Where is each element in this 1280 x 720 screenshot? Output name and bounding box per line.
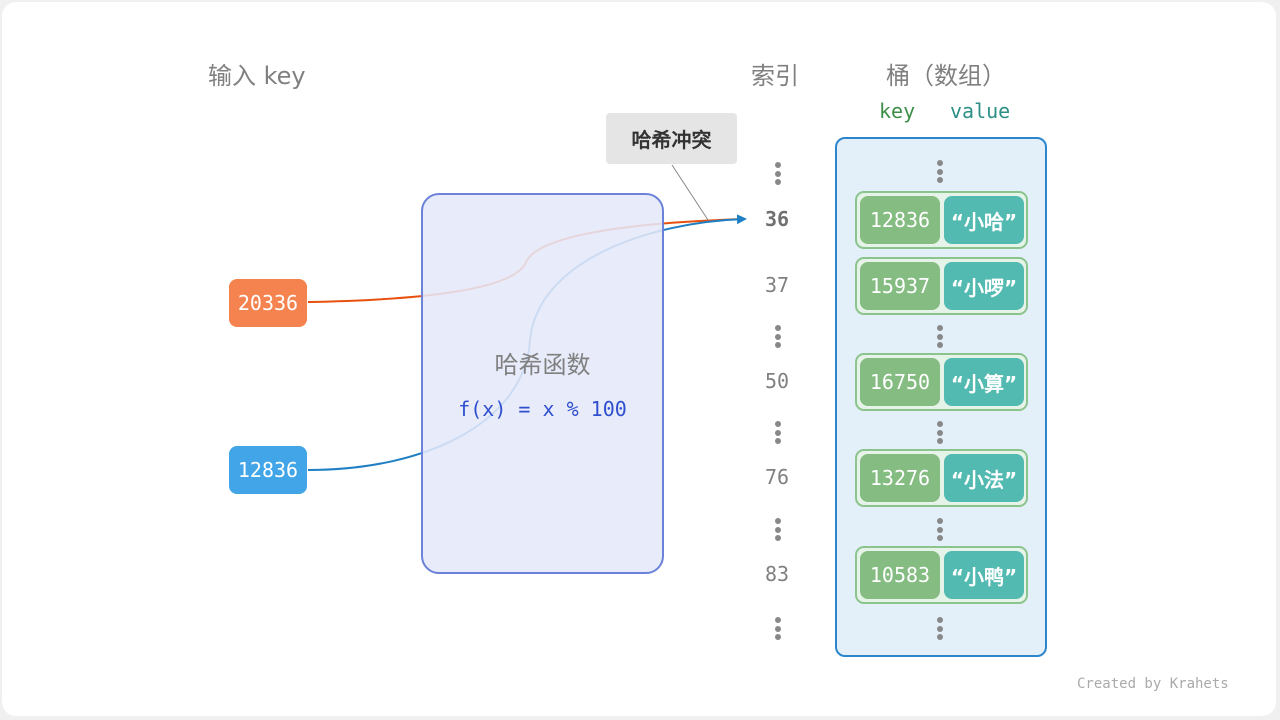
bucket-header: 桶（数组） — [886, 62, 1006, 90]
index-83: 83 — [764, 562, 790, 586]
ellipsis-icon — [937, 518, 943, 544]
index-36: 36 — [764, 207, 790, 231]
index-37: 37 — [764, 273, 790, 297]
entry-value: “小算” — [944, 358, 1024, 406]
ellipsis-icon — [775, 162, 781, 188]
ellipsis-icon — [937, 325, 943, 351]
entry-key: 10583 — [860, 551, 940, 599]
entry-value: “小啰” — [944, 262, 1024, 310]
ellipsis-icon — [775, 617, 781, 643]
input-key-header: 输入 key — [208, 62, 306, 90]
entry-value: “小鸭” — [944, 551, 1024, 599]
input-key-20336: 20336 — [229, 279, 307, 327]
ellipsis-icon — [775, 325, 781, 351]
index-50: 50 — [764, 369, 790, 393]
bucket-entry: 13276 “小法” — [855, 449, 1028, 507]
bucket-entry: 12836 “小哈” — [855, 191, 1028, 249]
hash-function-box: 哈希函数 f(x) = x % 100 — [421, 193, 664, 574]
hash-collision-label: 哈希冲突 — [606, 113, 737, 164]
entry-key: 16750 — [860, 358, 940, 406]
index-76: 76 — [764, 465, 790, 489]
hash-function-formula: f(x) = x % 100 — [458, 397, 627, 421]
credit-text: Created by Krahets — [1077, 676, 1229, 692]
entry-key: 13276 — [860, 454, 940, 502]
entry-key: 15937 — [860, 262, 940, 310]
key-column-label: key — [879, 99, 916, 123]
ellipsis-icon — [937, 421, 943, 447]
input-key-12836: 12836 — [229, 446, 307, 494]
entry-value: “小哈” — [944, 196, 1024, 244]
ellipsis-icon — [937, 160, 943, 186]
collision-pointer — [671, 164, 709, 221]
ellipsis-icon — [775, 421, 781, 447]
hash-function-title: 哈希函数 — [494, 351, 591, 379]
bucket-entry: 15937 “小啰” — [855, 257, 1028, 315]
ellipsis-icon — [775, 518, 781, 544]
bucket-entry: 16750 “小算” — [855, 353, 1028, 411]
bucket-entry: 10583 “小鸭” — [855, 546, 1028, 604]
entry-key: 12836 — [860, 196, 940, 244]
ellipsis-icon — [937, 617, 943, 643]
index-header: 索引 — [751, 62, 799, 90]
entry-value: “小法” — [944, 454, 1024, 502]
value-column-label: value — [950, 99, 1011, 123]
